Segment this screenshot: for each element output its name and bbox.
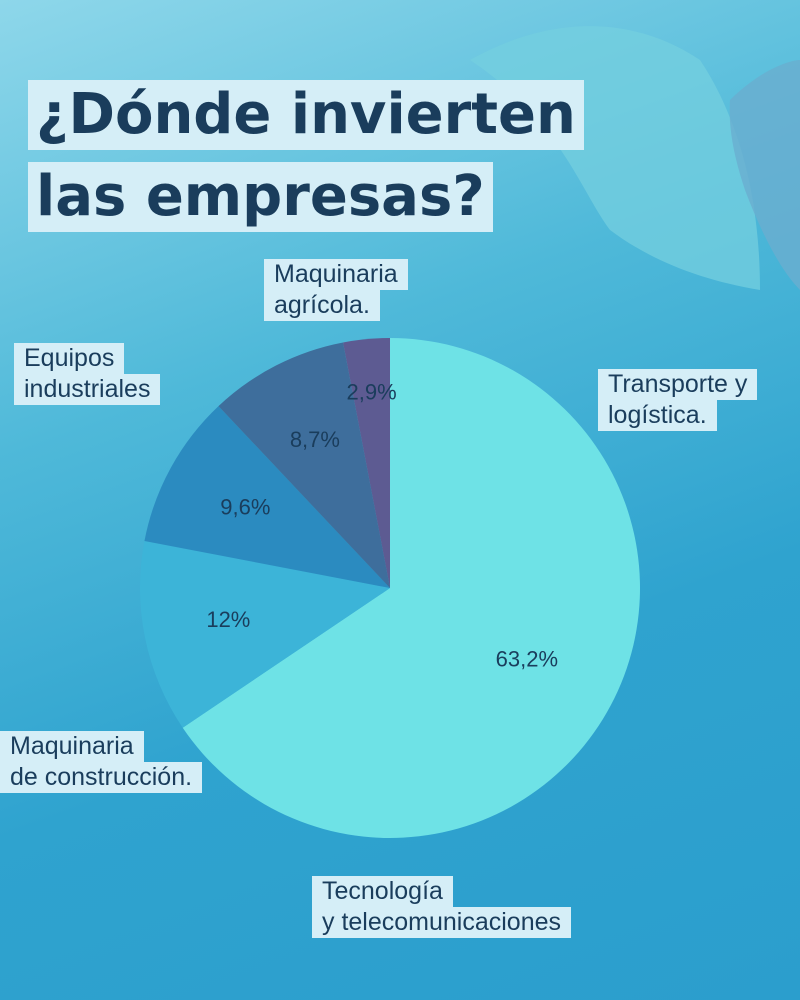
label-equipos-industriales: Equipos industriales (14, 343, 161, 405)
page-title-line-1: ¿Dónde invierten (28, 80, 584, 150)
label-line: y telecomunicaciones (312, 907, 572, 938)
label-line: Maquinaria (0, 731, 144, 762)
label-line: Maquinaria (264, 259, 408, 290)
pie-slice-equipos-industriales (218, 342, 390, 588)
slice-value-equipos-industriales: 8,7% (290, 427, 340, 452)
pie-slice-transporte (182, 338, 640, 838)
title-text-1: ¿Dónde invierten (28, 80, 584, 150)
label-line: Transporte y (598, 369, 758, 400)
page-title-line-2: las empresas? (28, 162, 493, 232)
pie-slice-maquinaria-construccion (144, 406, 390, 588)
label-line: Tecnología (312, 876, 453, 907)
label-line: logística. (598, 400, 717, 431)
pie-slice-maquinaria-agricola (343, 338, 390, 588)
pie-slice-tecnologia (139, 541, 390, 728)
label-maquinaria-agricola: Maquinaria agrícola. (264, 259, 408, 321)
slice-value-tecnologia: 12% (206, 607, 250, 632)
slice-value-maquinaria-construccion: 9,6% (220, 494, 270, 519)
label-maquinaria-construccion: Maquinaria de construcción. (0, 731, 203, 793)
slice-value-transporte: 63,2% (496, 647, 558, 672)
label-line: de construcción. (0, 762, 203, 793)
decorative-shape-blue (729, 60, 800, 290)
label-transporte: Transporte y logística. (598, 369, 758, 431)
title-text-2: las empresas? (28, 162, 493, 232)
label-line: Equipos (14, 343, 125, 374)
slice-value-maquinaria-agricola: 2,9% (347, 380, 397, 405)
label-tecnologia: Tecnología y telecomunicaciones (312, 876, 572, 938)
label-line: industriales (14, 374, 161, 405)
label-line: agrícola. (264, 290, 380, 321)
